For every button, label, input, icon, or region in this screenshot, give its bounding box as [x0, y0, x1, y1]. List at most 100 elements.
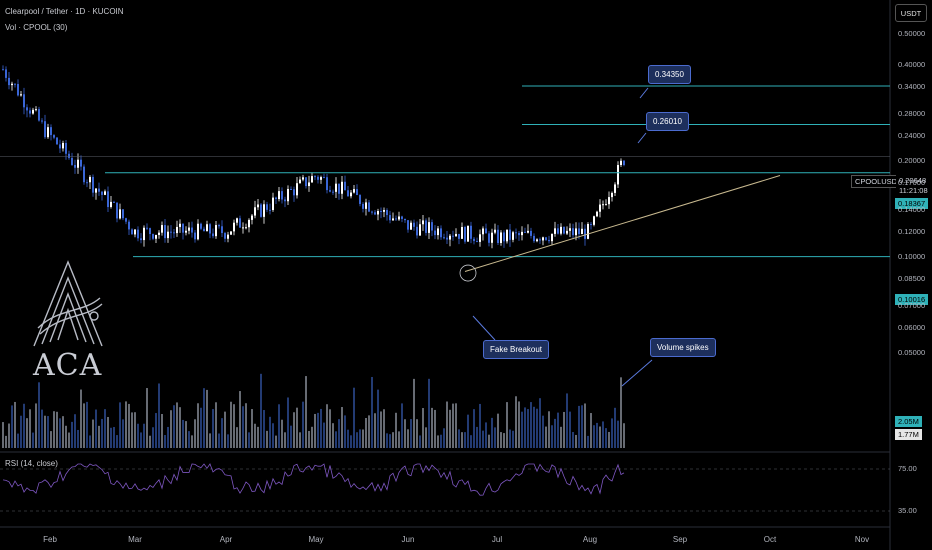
candle-body — [224, 233, 226, 239]
volume-bar — [47, 416, 49, 448]
candle-body — [140, 238, 142, 241]
candle-body — [455, 233, 457, 237]
candle-body — [179, 223, 181, 227]
volume-bar — [284, 432, 286, 448]
volume-bar — [578, 405, 580, 448]
currency-button[interactable]: USDT — [895, 4, 927, 22]
candle-body — [257, 204, 259, 208]
volume-bar — [50, 431, 52, 448]
volume-bar — [185, 421, 187, 448]
candle-body — [362, 203, 364, 209]
candle-body — [512, 232, 514, 240]
volume-bar — [38, 382, 40, 448]
candle-body — [227, 234, 229, 239]
volume-bar — [71, 421, 73, 448]
candle-body — [491, 232, 493, 243]
volume-bar — [605, 428, 607, 448]
price-axis-tick: 0.20000 — [898, 155, 926, 165]
fake-breakout-annotation[interactable]: Fake Breakout — [483, 340, 550, 359]
candle-body — [173, 232, 175, 234]
candle-body — [470, 225, 472, 239]
candle-body — [248, 219, 250, 228]
symbol-title: Clearpool / Tether · 1D · KUCOIN — [5, 7, 124, 16]
volume-bar — [581, 405, 583, 448]
volume-bar — [206, 389, 208, 448]
candle-body — [518, 233, 520, 236]
candle-body — [422, 220, 424, 225]
candle-body — [590, 223, 592, 225]
candle-body — [143, 227, 145, 241]
candle-body — [392, 218, 394, 221]
volume-bar — [377, 389, 379, 448]
target-0.34350-annotation[interactable]: 0.34350 — [648, 65, 691, 84]
rsi-legend: RSI (14, close) — [5, 459, 58, 468]
volume-bar — [239, 391, 241, 448]
candle-body — [404, 218, 406, 221]
date-axis-tick: Sep — [672, 535, 688, 544]
candle-body — [17, 84, 19, 96]
volume-bar — [407, 429, 409, 448]
volume-bar — [395, 412, 397, 448]
volume-bar — [443, 428, 445, 448]
candle-body — [14, 83, 16, 85]
volume-bar — [77, 429, 79, 448]
volume-bar — [347, 429, 349, 448]
volume-bar — [230, 401, 232, 448]
volume-bar — [236, 427, 238, 448]
candle-body — [95, 188, 97, 193]
volume-bar — [410, 419, 412, 448]
date-axis-tick: Oct — [763, 535, 777, 544]
volume-bar — [299, 432, 301, 448]
volume-bar — [584, 403, 586, 448]
volume-bar — [14, 401, 16, 448]
volume-bar — [524, 407, 526, 448]
volume-bar — [32, 432, 34, 448]
candle-body — [308, 182, 310, 187]
candle-body — [578, 228, 580, 235]
volume-spikes-annotation[interactable]: Volume spikes — [650, 338, 716, 357]
candle-body — [269, 209, 271, 211]
volume-bar — [437, 435, 439, 448]
volume-bar — [89, 435, 91, 448]
candle-body — [494, 229, 496, 233]
volume-bar — [116, 435, 118, 448]
price-axis-tick: 0.05000 — [898, 347, 926, 357]
candle-body — [605, 204, 607, 206]
candle-body — [62, 142, 64, 149]
candle-body — [116, 202, 118, 219]
volume-bar — [137, 423, 139, 448]
candle-body — [23, 94, 25, 108]
volume-bar — [569, 411, 571, 448]
volume-bar — [422, 408, 424, 448]
candle-body — [119, 209, 121, 219]
candle-body — [371, 211, 373, 213]
candle-body — [299, 179, 301, 184]
candle-body — [2, 69, 4, 71]
price-axis-tick: 0.50000 — [898, 29, 926, 38]
candle-body — [428, 222, 430, 233]
candle-body — [296, 183, 298, 196]
candle-body — [53, 135, 55, 138]
volume-bar — [446, 401, 448, 448]
candle-body — [149, 228, 151, 235]
candle-body — [284, 199, 286, 202]
target-0.26010-annotation[interactable]: 0.26010 — [646, 112, 689, 131]
volume-bar — [119, 402, 121, 448]
volume-bar — [146, 388, 148, 448]
volume-bar — [398, 431, 400, 448]
candle-body — [38, 109, 40, 121]
volume-bar — [233, 404, 235, 448]
candle-body — [335, 183, 337, 192]
candle-body — [350, 192, 352, 197]
candle-body — [497, 229, 499, 243]
volume-bar — [392, 432, 394, 448]
candle-body — [71, 157, 73, 165]
volume-bar — [107, 416, 109, 448]
candle-body — [305, 177, 307, 187]
volume-bar — [152, 427, 154, 448]
candle-body — [311, 176, 313, 183]
volume-bar — [335, 431, 337, 448]
volume-bar — [278, 404, 280, 448]
candle-body — [356, 189, 358, 196]
volume-bar — [194, 419, 196, 448]
